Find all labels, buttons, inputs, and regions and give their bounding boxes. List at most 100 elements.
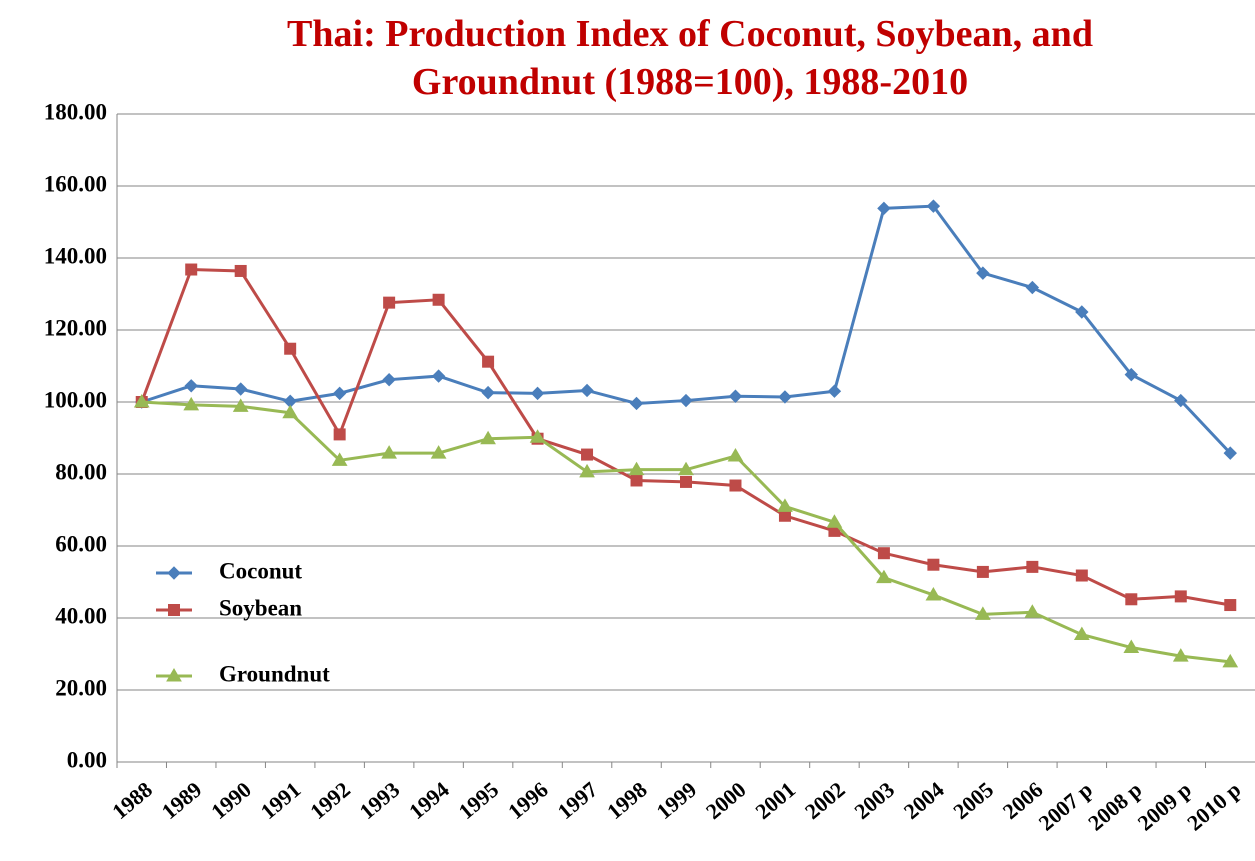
x-tick-label: 2000 <box>701 777 751 824</box>
x-tick-label: 1995 <box>454 777 504 824</box>
data-point <box>877 547 890 560</box>
x-tick-label: 1998 <box>602 777 652 824</box>
data-point <box>432 293 445 306</box>
data-point <box>184 379 198 393</box>
y-tick-label: 20.00 <box>55 675 107 700</box>
data-point <box>530 386 545 401</box>
y-tick-label: 60.00 <box>55 531 107 556</box>
data-point <box>1024 604 1041 618</box>
data-point <box>1124 367 1139 382</box>
data-point <box>579 463 595 478</box>
x-tick-label: 2008 p <box>1083 777 1146 836</box>
data-point <box>778 509 791 522</box>
data-point <box>777 498 793 512</box>
x-tick-label: 2002 <box>800 777 850 824</box>
data-point <box>976 266 990 280</box>
data-point <box>382 372 396 387</box>
x-tick-label: 2005 <box>948 777 998 824</box>
data-point <box>1026 560 1039 573</box>
y-tick-label: 80.00 <box>55 459 107 484</box>
data-point <box>680 475 692 488</box>
y-tick-label: 100.00 <box>44 387 107 412</box>
x-tick-label: 1997 <box>552 777 602 824</box>
data-point <box>1073 626 1090 641</box>
data-point <box>133 394 150 408</box>
x-tick-label: 2003 <box>849 777 899 824</box>
data-point <box>1123 639 1140 654</box>
data-point <box>1125 593 1138 606</box>
data-point <box>1075 305 1089 319</box>
data-point <box>877 201 891 216</box>
data-point <box>976 565 989 578</box>
x-tick-label: 2004 <box>899 777 949 824</box>
data-point <box>974 606 991 620</box>
data-point <box>678 461 694 476</box>
data-point <box>1174 393 1188 408</box>
data-point <box>284 342 297 355</box>
data-point <box>282 404 299 419</box>
data-point <box>431 369 446 383</box>
data-point <box>481 385 495 400</box>
legend-label: Groundnut <box>219 661 330 686</box>
x-tick-label: 2007 p <box>1034 777 1097 836</box>
data-point <box>332 386 347 401</box>
chart-title: Groundnut (1988=100), 1988-2010 <box>412 61 968 103</box>
data-point <box>383 296 396 309</box>
x-tick-label: 2001 <box>750 777 800 824</box>
data-point <box>630 474 643 487</box>
data-point <box>529 429 546 443</box>
data-point <box>1075 569 1088 582</box>
data-point <box>1172 648 1189 662</box>
data-point <box>629 396 644 411</box>
y-tick-label: 140.00 <box>44 243 107 268</box>
legend-marker <box>168 604 180 616</box>
x-tick-label: 1989 <box>157 777 207 824</box>
data-point <box>925 586 942 601</box>
data-point <box>1223 446 1237 460</box>
x-tick-label: 2010 p <box>1182 777 1245 836</box>
data-point <box>727 448 744 462</box>
data-point <box>232 398 249 412</box>
legend-label: Coconut <box>219 558 302 583</box>
data-point <box>679 393 693 408</box>
data-point <box>827 384 842 398</box>
x-tick-label: 1993 <box>355 777 405 824</box>
x-tick-label: 1994 <box>404 777 454 824</box>
data-point <box>234 264 247 277</box>
data-point <box>482 355 495 368</box>
data-point <box>581 448 594 461</box>
data-point <box>183 396 200 411</box>
y-tick-label: 160.00 <box>44 171 107 196</box>
data-point <box>1025 280 1040 295</box>
chart-title: Thai: Production Index of Coconut, Soybe… <box>287 13 1093 55</box>
data-point <box>729 479 742 492</box>
x-tick-label: 1990 <box>206 777 256 824</box>
series-line <box>140 267 1231 607</box>
x-tick-label: 1999 <box>651 777 701 824</box>
data-point <box>233 382 248 396</box>
y-tick-label: 40.00 <box>55 603 107 628</box>
x-tick-label: 2009 p <box>1133 777 1196 836</box>
data-point <box>826 514 843 528</box>
data-point <box>480 430 496 445</box>
y-tick-label: 120.00 <box>44 315 107 340</box>
data-point <box>430 445 447 459</box>
data-point <box>1174 590 1187 603</box>
data-point <box>876 569 892 584</box>
legend-marker <box>167 566 181 580</box>
data-point <box>185 263 198 276</box>
data-point <box>927 558 940 571</box>
x-tick-label: 1992 <box>305 777 355 824</box>
data-point <box>381 445 398 459</box>
data-point <box>1224 599 1237 612</box>
data-point <box>628 461 645 476</box>
legend-label: Soybean <box>219 595 302 620</box>
data-point <box>333 428 346 441</box>
series-line <box>141 400 1231 664</box>
y-tick-label: 0.00 <box>67 747 107 772</box>
x-tick-label: 1988 <box>107 777 157 824</box>
legend-marker <box>166 668 182 682</box>
data-point <box>1222 653 1239 668</box>
y-tick-label: 180.00 <box>44 99 107 124</box>
